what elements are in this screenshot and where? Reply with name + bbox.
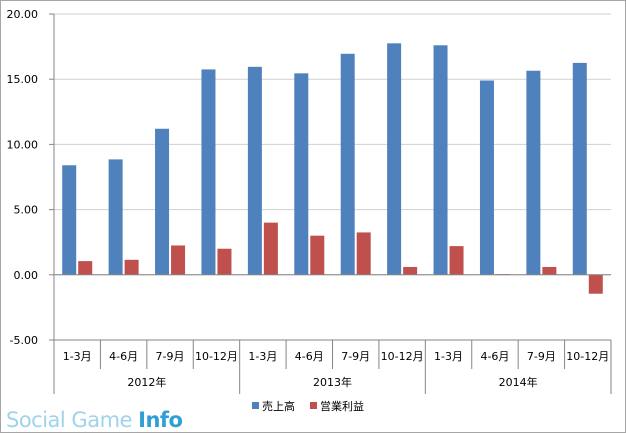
bar-sales — [526, 70, 541, 275]
bar-operating-profit — [403, 266, 418, 275]
category-label: 7-9月 — [341, 350, 370, 363]
category-label: 7-9月 — [156, 350, 185, 363]
watermark-text-light: Social Game — [6, 408, 132, 432]
bar-sales — [387, 43, 402, 275]
category-label: 1-3月 — [248, 350, 277, 363]
group-label: 2012年 — [127, 375, 166, 389]
bar-sales — [572, 62, 587, 275]
bar-sales — [201, 69, 216, 275]
bar-sales — [108, 159, 123, 275]
y-tick-label: 20.00 — [7, 8, 39, 21]
bar-operating-profit — [263, 222, 278, 275]
bar-sales — [155, 128, 170, 275]
y-tick-label: 15.00 — [7, 73, 39, 86]
category-label: 10-12月 — [566, 350, 609, 363]
bar-operating-profit — [78, 261, 93, 275]
category-label: 7-9月 — [527, 350, 556, 363]
category-label: 1-3月 — [63, 350, 92, 363]
category-label: 4-6月 — [109, 350, 138, 363]
group-label: 2013年 — [313, 375, 352, 389]
bar-operating-profit — [542, 266, 557, 275]
bar-sales — [479, 80, 494, 275]
bar-operating-profit — [449, 246, 464, 275]
watermark-text-bold: Info — [138, 408, 183, 432]
category-label: 4-6月 — [480, 350, 509, 363]
y-tick-label: -5.00 — [10, 334, 38, 347]
bar-operating-profit — [588, 274, 603, 294]
bar-operating-profit — [171, 245, 186, 275]
bar-sales — [433, 45, 448, 275]
bar-sales — [294, 73, 309, 275]
category-label: 4-6月 — [295, 350, 324, 363]
y-tick-label: 10.00 — [7, 138, 39, 151]
bar-sales — [62, 165, 77, 275]
legend-label: 営業利益 — [320, 399, 364, 413]
bar-operating-profit — [356, 232, 371, 275]
watermark-logo: Social Game Info — [6, 408, 183, 432]
bar-sales — [340, 53, 355, 275]
category-label: 10-12月 — [195, 350, 238, 363]
y-tick-label: 5.00 — [14, 204, 39, 217]
category-label: 10-12月 — [381, 350, 424, 363]
category-label: 1-3月 — [434, 350, 463, 363]
legend-swatch — [252, 402, 259, 409]
legend-swatch — [310, 402, 317, 409]
bar-operating-profit — [310, 235, 325, 275]
bar-sales — [247, 66, 262, 275]
bar-operating-profit — [217, 248, 232, 275]
legend-label: 売上高 — [262, 399, 295, 413]
y-tick-label: 0.00 — [14, 269, 39, 282]
group-label: 2014年 — [499, 375, 538, 389]
bar-operating-profit — [124, 259, 139, 275]
